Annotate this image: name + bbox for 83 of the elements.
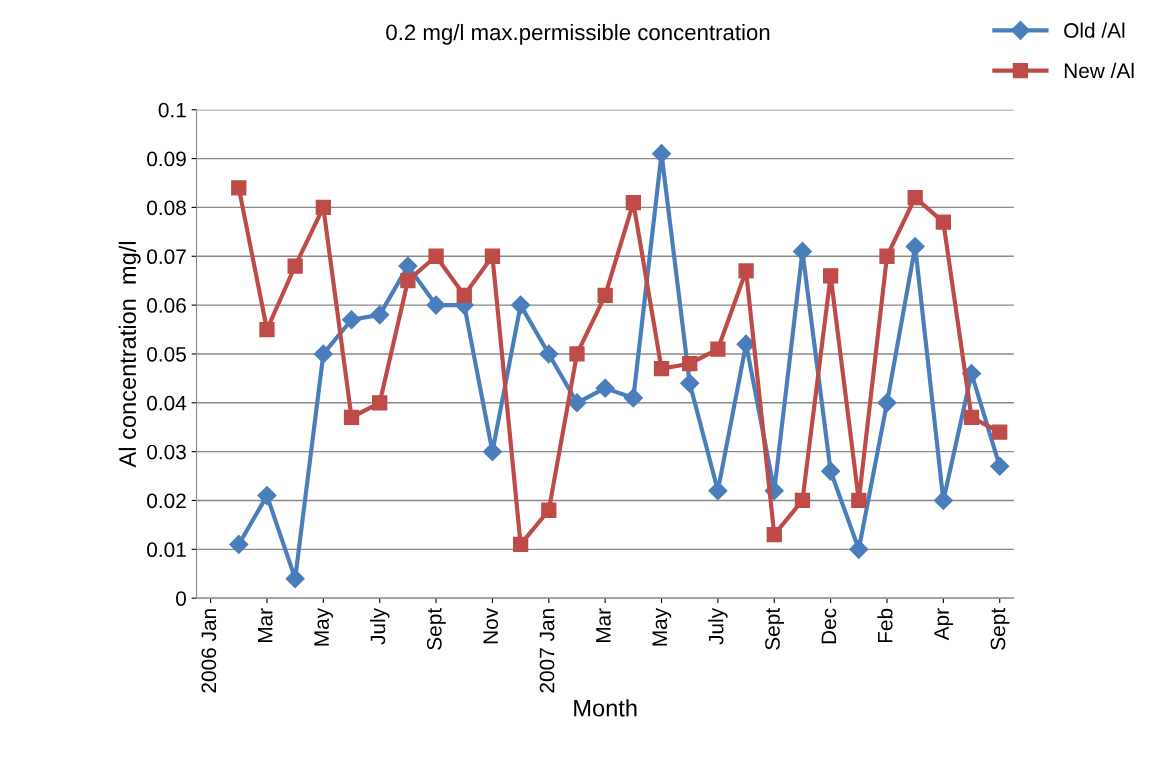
point [315, 199, 331, 216]
point [907, 190, 923, 206]
y-tick-label: 0.07 [147, 249, 186, 265]
y-tick-label: 0.05 [147, 346, 186, 362]
point [623, 388, 643, 408]
point [905, 236, 925, 257]
point [822, 268, 839, 284]
y-tick-label: 0.09 [147, 151, 186, 167]
y-axis-title: Al concentration mg/l [118, 242, 141, 468]
point [428, 248, 444, 264]
point [990, 456, 1010, 476]
x-tick-label: Sept [426, 608, 446, 650]
point [285, 569, 305, 589]
x-tick-label: Sept [990, 608, 1010, 650]
x-tick-label: Mar [596, 608, 611, 643]
x-tick-label: May [652, 607, 672, 646]
point [849, 539, 869, 559]
x-tick-label: Dec [821, 608, 837, 644]
point [567, 393, 587, 413]
x-tick-label: Mar [258, 608, 273, 643]
x-tick-label: Feb [877, 608, 893, 643]
point [651, 144, 672, 164]
chart-title: 0.2 mg/l max.permissible concentration [386, 23, 770, 45]
point [963, 409, 980, 426]
x-tick-label: 2006 Jan [201, 609, 217, 693]
point [231, 180, 247, 196]
point [935, 214, 951, 230]
legend-label: Old /Al [1064, 22, 1125, 38]
point [512, 536, 529, 553]
x-tick-label: July [708, 607, 728, 645]
point [426, 295, 446, 315]
x-axis-title: Month [574, 699, 637, 717]
legend-label: New /Al [1064, 62, 1134, 79]
y-tick-label: 0.02 [147, 493, 186, 509]
point [569, 346, 585, 362]
x-tick-label: July [370, 607, 390, 645]
point [456, 287, 472, 303]
point [229, 534, 249, 554]
point [511, 295, 531, 315]
y-tick-label: 0.06 [147, 298, 186, 313]
point [343, 409, 360, 426]
point [595, 378, 615, 398]
x-tick-label: Nov [483, 607, 499, 644]
point [851, 492, 867, 509]
point [287, 258, 303, 274]
point [625, 194, 641, 211]
y-tick-label: 0.03 [147, 444, 186, 460]
point [484, 248, 501, 264]
y-tick-label: 0.08 [147, 200, 186, 216]
x-tick-label: May [314, 607, 334, 646]
point [879, 248, 895, 264]
y-tick-label: 0.1 [158, 102, 186, 118]
point [259, 321, 275, 338]
point [482, 442, 502, 462]
point [992, 424, 1008, 440]
point [708, 481, 728, 501]
y-tick-label: 0 [176, 591, 186, 606]
point [400, 273, 416, 289]
point [933, 490, 953, 511]
x-tick-label: 2007 Jan [539, 609, 555, 693]
point [821, 461, 841, 481]
point [398, 256, 418, 276]
point [653, 360, 670, 377]
point [792, 241, 812, 261]
point [539, 344, 559, 364]
x-tick-label: Sept [765, 608, 784, 650]
point [313, 344, 333, 364]
point [877, 393, 897, 413]
point [372, 395, 388, 411]
point [794, 492, 811, 509]
point [710, 341, 726, 357]
point [682, 356, 698, 372]
y-tick-label: 0.01 [147, 542, 186, 558]
point [738, 263, 754, 279]
point [680, 373, 700, 393]
point [257, 486, 277, 506]
y-tick-label: 0.04 [147, 395, 187, 411]
point [370, 305, 390, 325]
point [541, 502, 557, 518]
point [766, 527, 782, 543]
x-tick-label: Apr [934, 608, 954, 641]
point [341, 310, 362, 330]
point [597, 287, 613, 303]
